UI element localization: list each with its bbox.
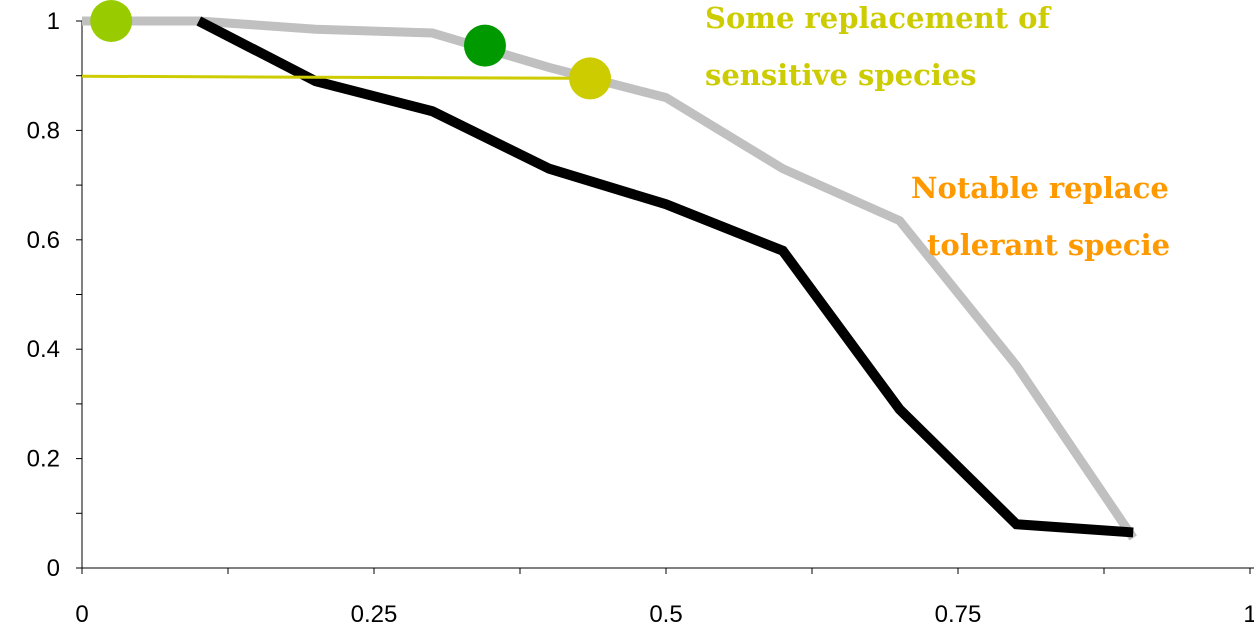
annotation-some-replacement-line-1: Some replacement of [705,1,1052,35]
highlight-marker-2 [569,57,612,100]
x-tick-label: 0.5 [649,601,682,628]
chart-annotations: Some replacement of sensitive species No… [705,1,1170,262]
y-tick-label: 0.4 [27,336,60,363]
series-line-0 [196,16,1134,538]
highlight-marker-0 [90,0,133,42]
x-tick-label: 0.25 [351,601,398,628]
x-tick-label: 0 [75,601,88,628]
x-tick-label: 0.75 [935,601,982,628]
y-tick-label: 0.2 [27,446,60,473]
y-tick-label: 0 [47,555,60,582]
chart-series [81,16,1137,541]
highlight-marker-1 [463,24,506,67]
x-tick-label: 1 [1243,601,1254,628]
annotation-notable-replacement-line-1: Notable replace [911,171,1169,205]
annotation-some-replacement-line-2: sensitive species [705,58,977,92]
y-tick-label: 0.6 [27,227,60,254]
chart-axes: 0 0.2 0.4 0.6 0.8 1 0 0.25 0.5 0.75 1 [27,8,1254,628]
y-tick-label: 1 [47,8,60,35]
annotation-notable-replacement-line-2: tolerant specie [927,228,1170,262]
chart-markers [90,0,612,100]
series-line-1 [82,16,1137,541]
series-line-2 [81,74,608,80]
y-tick-label: 0.8 [27,117,60,144]
